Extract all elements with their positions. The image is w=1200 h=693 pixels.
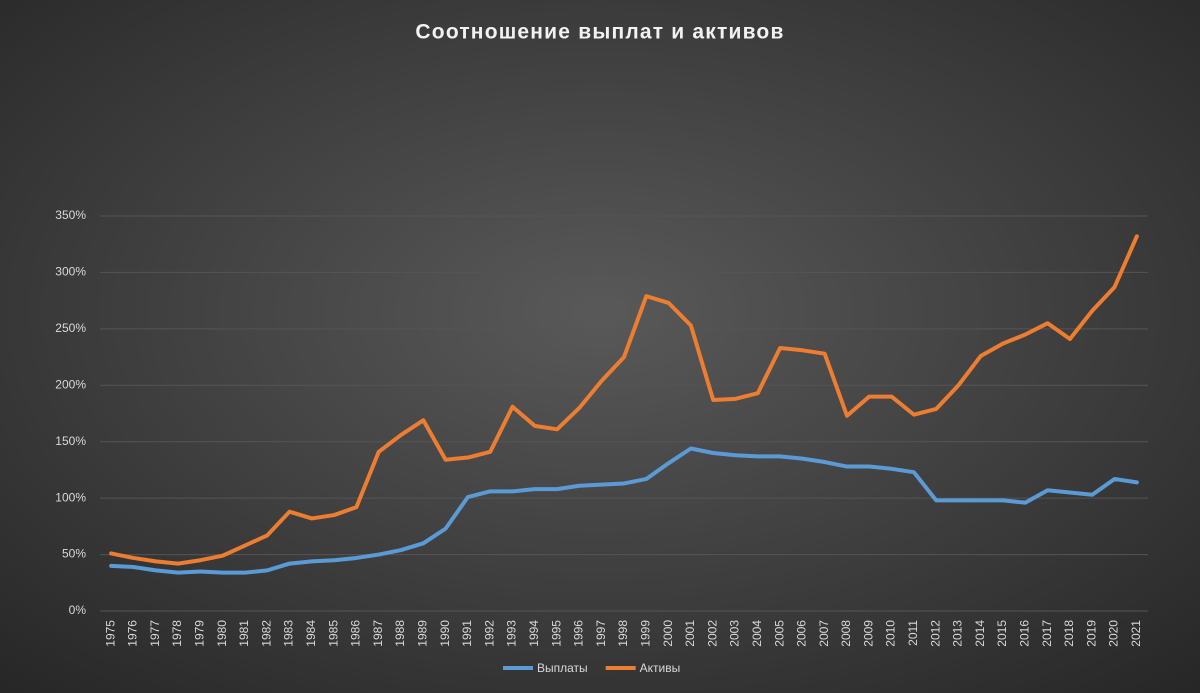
x-tick-label: 1979 (193, 620, 207, 647)
x-tick-label: 1984 (304, 620, 318, 647)
y-tick-label: 250% (55, 321, 86, 335)
legend-label: Активы (640, 661, 681, 675)
x-tick-label: 2002 (705, 620, 719, 647)
x-tick-label: 1994 (527, 620, 541, 647)
x-tick-label: 2021 (1129, 620, 1143, 647)
y-tick-label: 150% (55, 434, 86, 448)
x-tick-label: 1989 (415, 620, 429, 647)
x-tick-label: 2003 (728, 620, 742, 647)
x-tick-label: 1988 (393, 620, 407, 647)
y-tick-label: 0% (69, 603, 87, 617)
x-tick-label: 1990 (438, 620, 452, 647)
x-tick-label: 1986 (349, 620, 363, 647)
x-tick-label: 1996 (572, 620, 586, 647)
x-tick-label: 1987 (371, 620, 385, 647)
x-tick-label: 1997 (594, 620, 608, 647)
y-tick-label: 300% (55, 265, 86, 279)
x-tick-label: 2007 (817, 620, 831, 647)
x-tick-label: 2008 (839, 620, 853, 647)
line-series (109, 234, 1139, 566)
x-tick-label: 1985 (326, 620, 340, 647)
y-tick-label: 50% (62, 547, 86, 561)
x-tick-label: 1976 (126, 620, 140, 647)
x-tick-label: 2010 (884, 620, 898, 647)
x-tick-label: 2006 (795, 620, 809, 647)
x-tick-label: 2000 (661, 620, 675, 647)
x-tick-label: 2001 (683, 620, 697, 647)
y-tick-label: 100% (55, 490, 86, 504)
x-tick-label: 2013 (951, 620, 965, 647)
y-tick-label: 200% (55, 377, 86, 391)
x-tick-label: 1978 (170, 620, 184, 647)
chart-title: Соотношение выплат и активов (415, 21, 784, 44)
x-tick-label: 1998 (616, 620, 630, 647)
x-tick-label: 2009 (861, 620, 875, 647)
x-tick-label: 2004 (750, 620, 764, 647)
x-tick-label: 1983 (282, 620, 296, 647)
y-tick-label: 350% (55, 208, 86, 222)
x-tick-label: 1980 (215, 620, 229, 647)
x-tick-label: 2018 (1062, 620, 1076, 647)
x-tick-label: 1991 (460, 620, 474, 647)
x-tick-label: 2020 (1107, 620, 1121, 647)
x-tick-label: 1993 (505, 620, 519, 647)
x-tick-label: 1999 (638, 620, 652, 647)
x-tick-label: 2014 (973, 620, 987, 647)
x-tick-label: 1975 (103, 620, 117, 647)
x-tick-label: 2017 (1040, 620, 1054, 647)
x-tick-label: 1982 (259, 620, 273, 647)
legend-label: Выплаты (537, 661, 588, 675)
x-tick-label: 2019 (1084, 620, 1098, 647)
x-tick-label: 1992 (482, 620, 496, 647)
x-tick-label: 2015 (995, 620, 1009, 647)
x-tick-label: 2016 (1018, 620, 1032, 647)
x-tick-label: 2005 (772, 620, 786, 647)
x-tick-label: 2011 (906, 620, 920, 646)
x-tick-label: 1995 (549, 620, 563, 647)
x-tick-label: 1981 (237, 620, 251, 647)
x-tick-label: 2012 (928, 620, 942, 647)
x-tick-label: 1977 (148, 620, 162, 647)
line-series (109, 446, 1139, 575)
